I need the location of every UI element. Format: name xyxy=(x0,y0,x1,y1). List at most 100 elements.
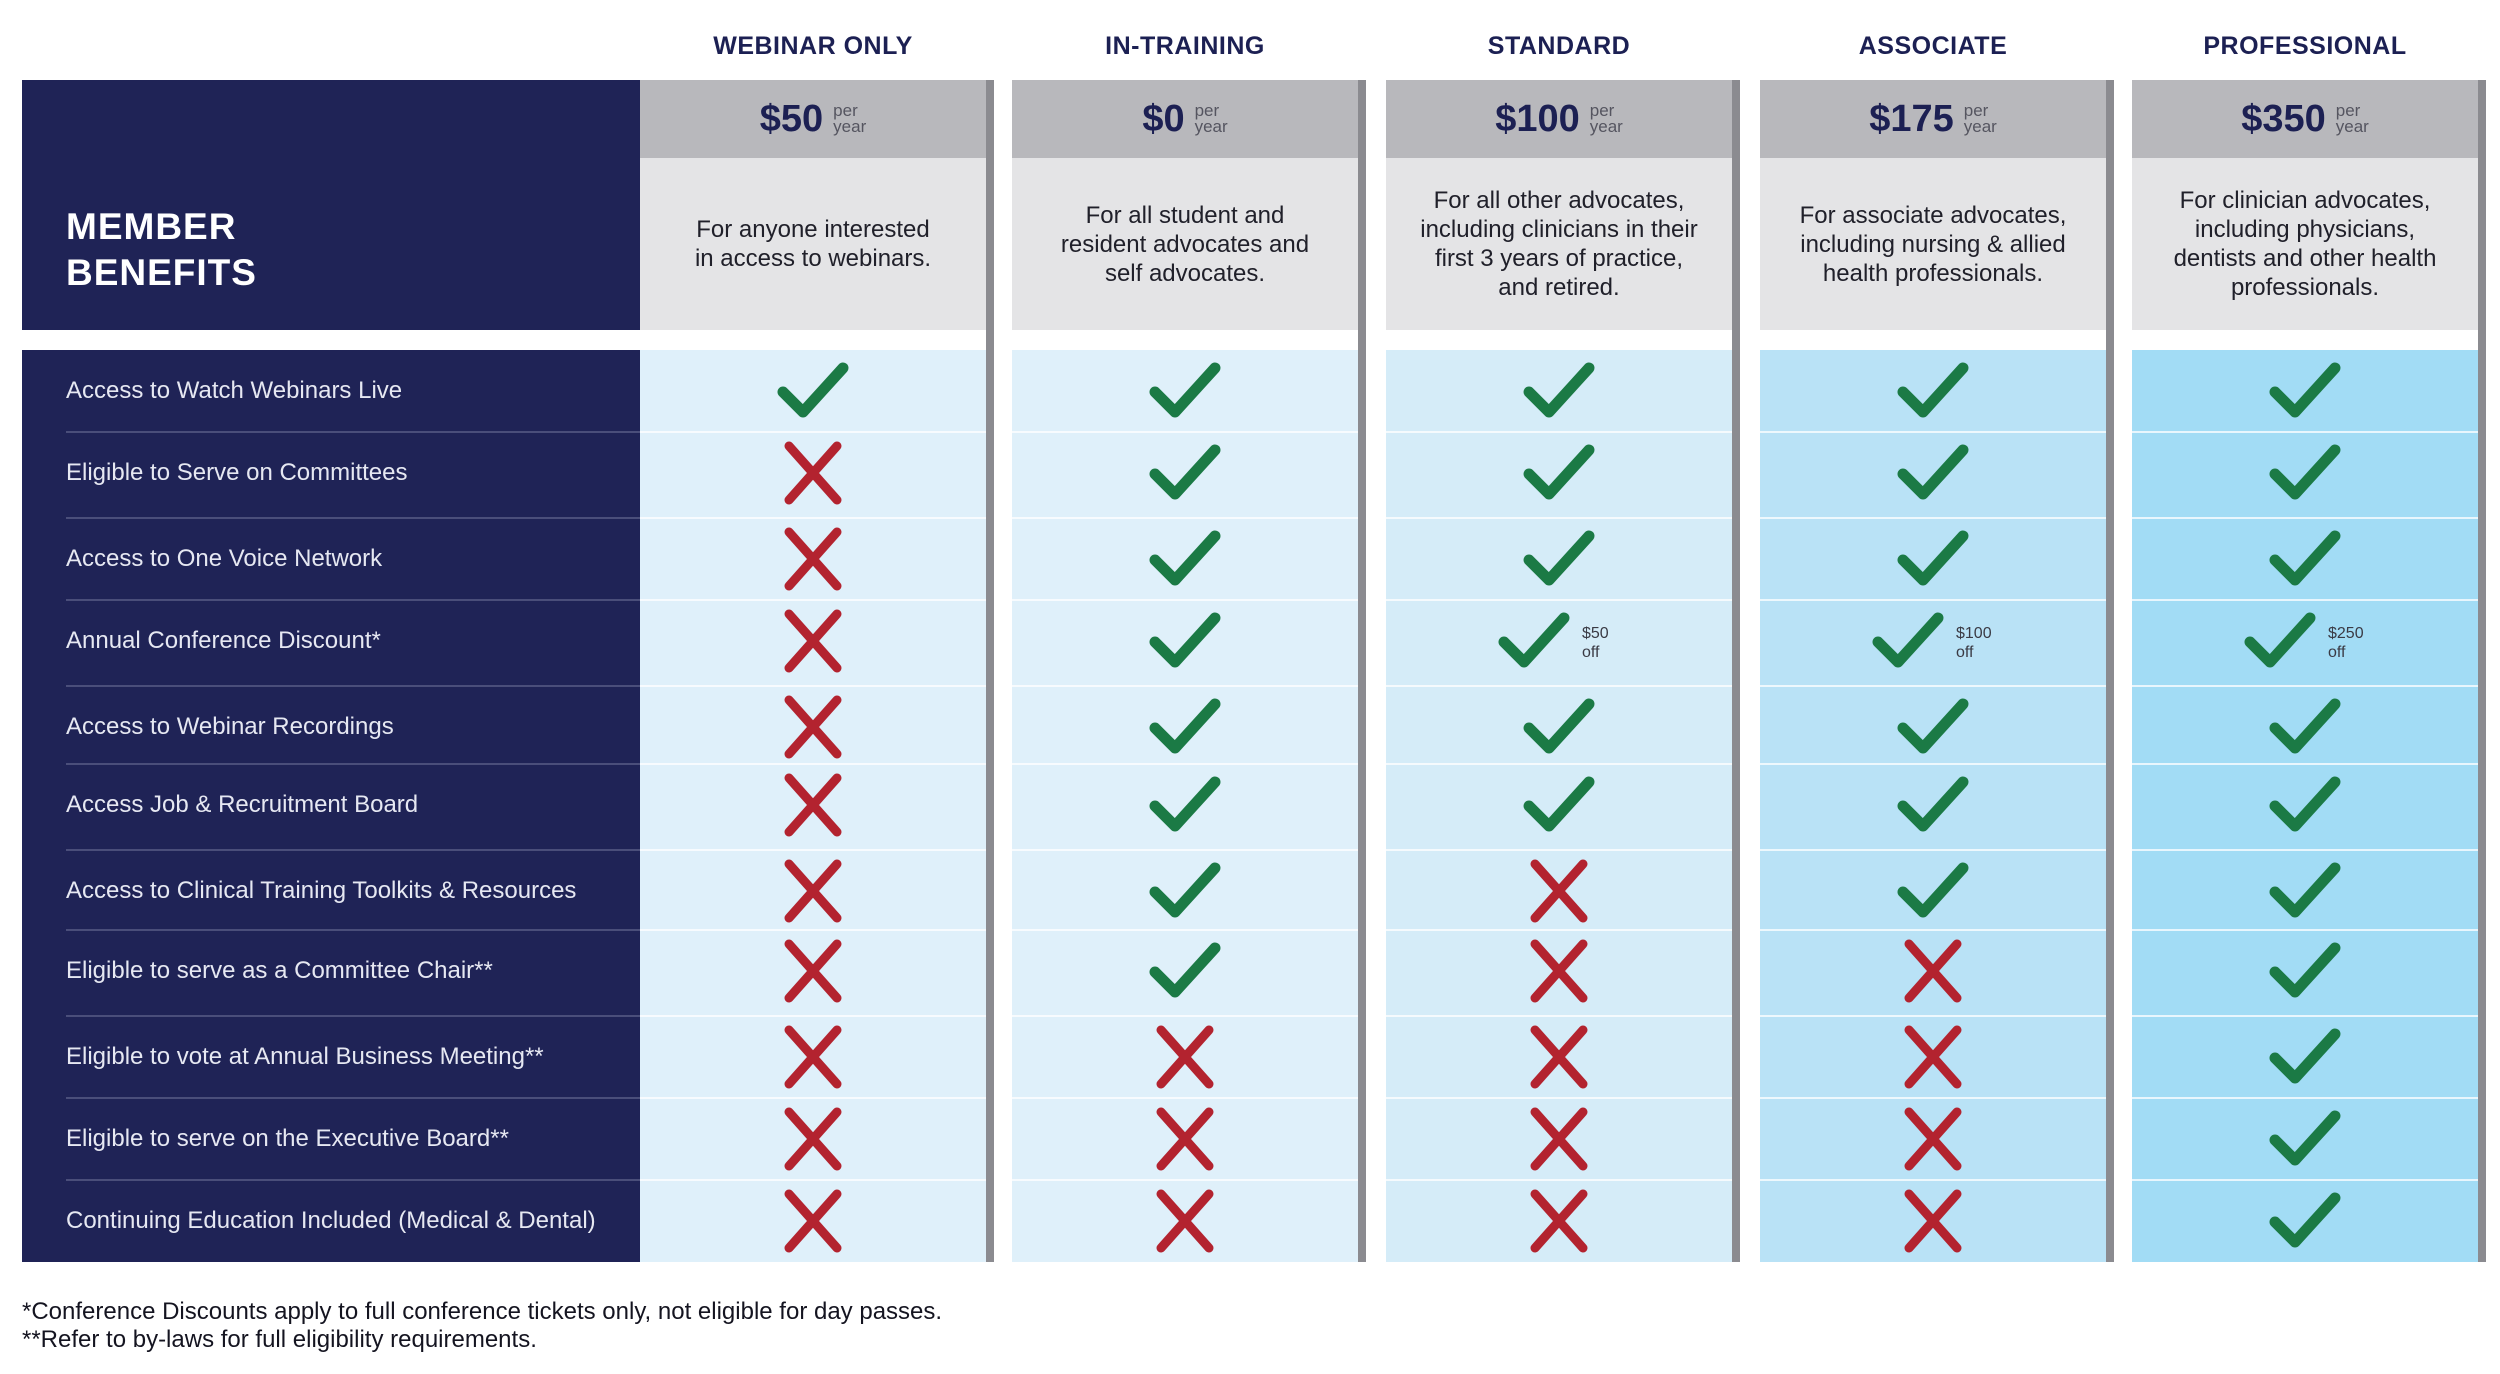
cell-divider xyxy=(1386,517,1732,519)
check-icon-graphic xyxy=(1897,362,1969,418)
check-icon-graphic xyxy=(1149,698,1221,754)
cross-icon-graphic xyxy=(784,441,842,505)
benefit-row-divider xyxy=(66,431,640,433)
check-icon xyxy=(1895,358,1971,424)
check-icon xyxy=(2267,358,2343,424)
price-period-per: per xyxy=(1963,101,1989,120)
plan-column: $0 per year For all student and resident adv… xyxy=(1012,80,1366,1262)
cross-icon xyxy=(1521,938,1597,1004)
benefit-row-divider xyxy=(66,599,640,601)
cell-divider xyxy=(1760,1015,2106,1017)
plan-benefit-cells: $250 off xyxy=(2132,350,2478,1262)
cross-icon xyxy=(1521,858,1597,924)
check-icon-graphic xyxy=(2269,1110,2341,1166)
cross-icon-graphic xyxy=(784,1025,842,1089)
benefit-row-divider xyxy=(66,685,640,687)
plan-description-line: For clinician advocates, xyxy=(2179,187,2431,214)
cell-divider xyxy=(1012,1015,1358,1017)
plan-description: For all student and resident advocates an… xyxy=(1012,158,1358,330)
column-side-bar xyxy=(2478,80,2486,1262)
cell-divider xyxy=(1760,431,2106,433)
check-icon xyxy=(2267,526,2343,592)
benefit-label: Continuing Education Included (Medical &… xyxy=(66,1207,596,1234)
plan-description: For clinician advocates, including physic… xyxy=(2132,158,2478,330)
check-icon-graphic xyxy=(1149,530,1221,586)
check-icon xyxy=(1895,858,1971,924)
cross-icon xyxy=(775,858,851,924)
plan-description-line: For associate advocates, xyxy=(1799,201,2067,229)
check-icon xyxy=(1521,772,1597,838)
cross-icon xyxy=(775,608,851,674)
check-icon-graphic xyxy=(2269,1192,2341,1248)
plan-title-professional: PROFESSIONAL xyxy=(2203,32,2407,60)
check-icon-graphic xyxy=(2269,698,2341,754)
price-period-year: year xyxy=(1194,117,1228,136)
column-side-bar xyxy=(1358,80,1366,1262)
check-icon xyxy=(1147,358,1223,424)
column-side-bar xyxy=(2106,80,2114,1262)
price: $0 per year xyxy=(1012,94,1358,144)
check-icon xyxy=(775,358,851,424)
check-icon-graphic xyxy=(1498,612,1570,668)
cell-divider xyxy=(1760,763,2106,765)
check-icon-graphic xyxy=(2269,530,2341,586)
check-icon-graphic xyxy=(2269,444,2341,500)
cross-icon-graphic xyxy=(1904,1025,1962,1089)
plan-description-line: For all other advocates, xyxy=(1433,187,1685,214)
cell-divider xyxy=(1760,849,2106,851)
cross-icon-graphic xyxy=(784,1189,842,1253)
price-period: per year xyxy=(1963,101,1997,135)
cross-icon xyxy=(1895,1188,1971,1254)
discount-note: $50 off xyxy=(1582,624,1609,662)
plan-description-text: For all student and resident advocates an… xyxy=(1061,201,1309,288)
check-icon xyxy=(1147,694,1223,760)
price-period-per: per xyxy=(833,101,858,120)
check-icon xyxy=(2267,938,2343,1004)
plan-description-line: first 3 years of practice, xyxy=(1434,245,1684,272)
plan-column: $100 per year For all other advocates, inclu… xyxy=(1386,80,1740,1262)
benefit-label: Access to Clinical Training Toolkits & R… xyxy=(66,877,577,904)
plan-description-line: self advocates. xyxy=(1104,259,1266,287)
column-side-bar xyxy=(986,80,994,1262)
column-side-bar xyxy=(1732,80,1740,1262)
cell-divider xyxy=(1386,1015,1732,1017)
check-icon xyxy=(1895,526,1971,592)
cross-icon-graphic xyxy=(1904,1189,1962,1253)
benefit-row-divider xyxy=(66,1015,640,1017)
plan-column: $175 per year For associate advocates, inclu… xyxy=(1760,80,2114,1262)
cell-divider xyxy=(1386,929,1732,931)
benefit-label: Access to Webinar Recordings xyxy=(66,713,394,740)
plan-description-line: resident advocates and xyxy=(1060,230,1310,258)
price-band: $175 per year xyxy=(1760,80,2106,158)
check-icon-graphic xyxy=(1523,698,1595,754)
discount-note-line: $50 xyxy=(1582,625,1609,642)
discount-note: $100 off xyxy=(1956,624,1992,662)
check-icon-graphic xyxy=(1897,530,1969,586)
check-icon-graphic xyxy=(1897,862,1969,918)
cell-divider xyxy=(2132,517,2478,519)
cell-divider xyxy=(640,431,986,433)
price-period: per year xyxy=(833,101,866,135)
plan-description-line: dentists and other health xyxy=(2173,245,2437,272)
plan-benefit-cells: $100 off xyxy=(1760,350,2106,1262)
benefit-label: Eligible to serve as a Committee Chair** xyxy=(66,957,493,984)
cell-divider xyxy=(640,1097,986,1099)
cross-icon-graphic xyxy=(784,609,842,673)
check-icon-graphic xyxy=(2269,776,2341,832)
price: $100 per year xyxy=(1386,94,1732,144)
plan-description: For anyone interested in access to webina… xyxy=(640,158,986,330)
cross-icon-graphic xyxy=(1530,1189,1588,1253)
benefit-row-divider xyxy=(66,763,640,765)
cross-icon-graphic xyxy=(1530,859,1588,923)
price: $350 per year xyxy=(2132,94,2478,144)
cross-icon-graphic xyxy=(1156,1107,1214,1171)
cell-divider xyxy=(2132,1097,2478,1099)
cell-divider xyxy=(2132,431,2478,433)
plan-description-text: For all other advocates, including clinic… xyxy=(1420,186,1697,302)
cross-icon xyxy=(775,694,851,760)
price-amount: $100 xyxy=(1495,97,1580,140)
price-period-per: per xyxy=(1589,101,1615,120)
cross-icon-graphic xyxy=(784,859,842,923)
price-band: $100 per year xyxy=(1386,80,1732,158)
cross-icon xyxy=(775,1106,851,1172)
